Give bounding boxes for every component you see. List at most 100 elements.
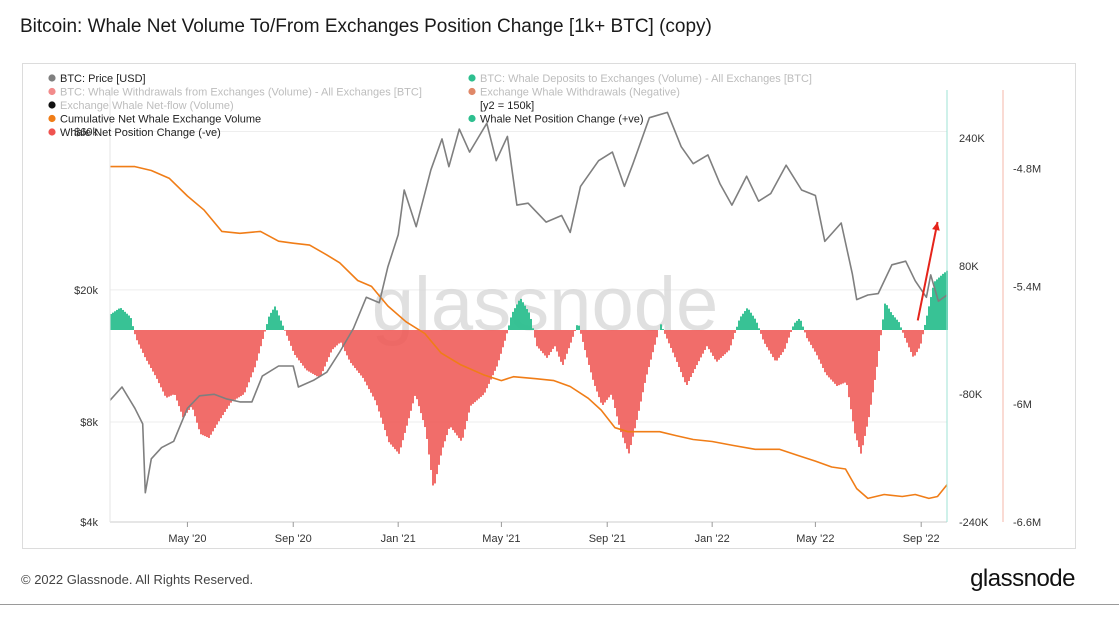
net-position-bar-negative [816, 330, 818, 356]
y-right2-tick-label: -6M [1013, 399, 1032, 411]
net-position-bar-positive [528, 312, 530, 330]
net-position-bar-negative [908, 330, 910, 348]
net-position-bar-negative [420, 330, 422, 414]
legend-item[interactable]: BTC: Whale Deposits to Exchanges (Volume… [468, 73, 812, 85]
net-position-bar-negative [870, 330, 872, 405]
net-position-bar-negative [424, 330, 426, 428]
x-tick-label: May '22 [796, 533, 834, 545]
legend-item[interactable]: [y2 = 150k] [480, 100, 534, 112]
net-position-bar-negative [584, 330, 586, 351]
footer-divider [0, 604, 1119, 605]
net-position-bar-negative [600, 330, 602, 403]
net-position-bar-negative [250, 330, 252, 378]
net-position-bar-negative [504, 330, 506, 341]
net-position-bar-negative [556, 330, 558, 352]
net-position-bar-negative [920, 330, 922, 344]
net-position-bar-negative [262, 330, 264, 339]
net-position-bar-negative [788, 330, 790, 338]
net-position-bar-negative [164, 330, 166, 396]
net-position-bar-negative [480, 330, 482, 397]
net-position-bar-negative [832, 330, 834, 382]
net-position-bar-negative [246, 330, 248, 388]
legend-item[interactable]: Whale Net Position Change (+ve) [468, 114, 644, 126]
net-position-bar-negative [384, 330, 386, 431]
legend-item[interactable]: BTC: Price [USD] [48, 73, 146, 85]
net-position-bar-negative [544, 330, 546, 356]
net-position-bar-positive [126, 313, 128, 330]
net-position-bar-negative [548, 330, 550, 356]
btc-price-line[interactable] [109, 111, 948, 494]
net-position-bar-negative [780, 330, 782, 355]
net-position-bar-negative [470, 330, 472, 406]
net-position-bar-negative [218, 330, 220, 422]
net-position-bar-negative [438, 330, 440, 465]
net-position-bar-negative [178, 330, 180, 407]
net-position-bar-negative [166, 330, 168, 398]
cumulative-net-whale-volume-line[interactable] [110, 165, 948, 500]
net-position-bar-negative [608, 330, 610, 398]
net-position-bar-positive [738, 320, 740, 330]
net-position-bar-negative [160, 330, 162, 388]
net-position-bar-negative [138, 330, 140, 345]
net-position-bar-negative [322, 330, 324, 372]
net-position-bar-positive [278, 315, 280, 330]
legend-item[interactable]: Exchange Whale Net-flow (Volume) [48, 100, 234, 112]
net-position-bar-negative [442, 330, 444, 448]
net-position-bar-negative [542, 330, 544, 354]
net-position-bar-negative [552, 330, 554, 349]
net-position-bar-negative [824, 330, 826, 373]
net-position-bar-negative [550, 330, 552, 353]
x-tick-label: Sep '20 [275, 533, 312, 545]
net-position-bar-negative [868, 330, 870, 418]
y-right2-tick-label: -5.4M [1013, 281, 1041, 293]
net-position-bar-negative [324, 330, 326, 367]
net-position-bar-negative [678, 330, 680, 367]
net-position-bar-negative [408, 330, 410, 419]
legend-swatch [48, 101, 56, 109]
net-position-bar-negative [174, 330, 176, 395]
net-position-bar-negative [264, 330, 266, 332]
net-position-bar-negative [770, 330, 772, 354]
net-position-bar-negative [696, 330, 698, 366]
net-position-bar-negative [326, 330, 328, 362]
net-position-bar-positive [796, 320, 798, 330]
x-tick-label: Sep '21 [589, 533, 626, 545]
net-position-bar-negative [622, 330, 624, 438]
net-position-bar-negative [334, 330, 336, 348]
net-position-bar-negative [466, 330, 468, 421]
net-position-bar-negative [914, 330, 916, 356]
net-position-bar-negative [260, 330, 262, 347]
annotation-arrow-shaft [916, 221, 939, 321]
net-position-bar-positive [740, 316, 742, 330]
net-position-bar-negative [822, 330, 824, 368]
net-position-bar-negative [314, 330, 316, 376]
legend-item[interactable]: Whale Net Position Change (-ve) [48, 127, 221, 139]
net-position-bar-positive [132, 326, 134, 330]
net-position-bar-positive [940, 275, 942, 330]
legend-item[interactable]: BTC: Whale Withdrawals from Exchanges (V… [48, 87, 422, 99]
legend-item[interactable]: Cumulative Net Whale Exchange Volume [48, 114, 261, 126]
net-position-bar-negative [654, 330, 656, 345]
net-position-bar-positive [746, 308, 748, 330]
net-position-bar-negative [854, 330, 856, 434]
net-position-bar-positive [122, 309, 124, 330]
glassnode-logo[interactable]: glassnode [970, 565, 1075, 592]
net-position-bar-negative [582, 330, 584, 342]
net-position-bar-positive [936, 279, 938, 330]
net-position-bar-negative [150, 330, 152, 368]
net-position-bar-negative [288, 330, 290, 341]
net-position-bar-negative [614, 330, 616, 409]
legend-swatch [48, 74, 56, 82]
legend-item[interactable]: Exchange Whale Withdrawals (Negative) [468, 87, 680, 99]
net-position-bar-negative [846, 330, 848, 386]
net-position-bar-negative [644, 330, 646, 383]
net-position-bar-negative [170, 330, 172, 396]
net-position-bar-negative [340, 330, 342, 343]
net-position-bar-negative [776, 330, 778, 361]
net-position-bar-positive [532, 328, 534, 330]
net-position-bar-positive [926, 315, 928, 330]
net-position-bar-negative [502, 330, 504, 348]
net-position-bar-negative [352, 330, 354, 366]
net-position-bar-negative [332, 330, 334, 350]
